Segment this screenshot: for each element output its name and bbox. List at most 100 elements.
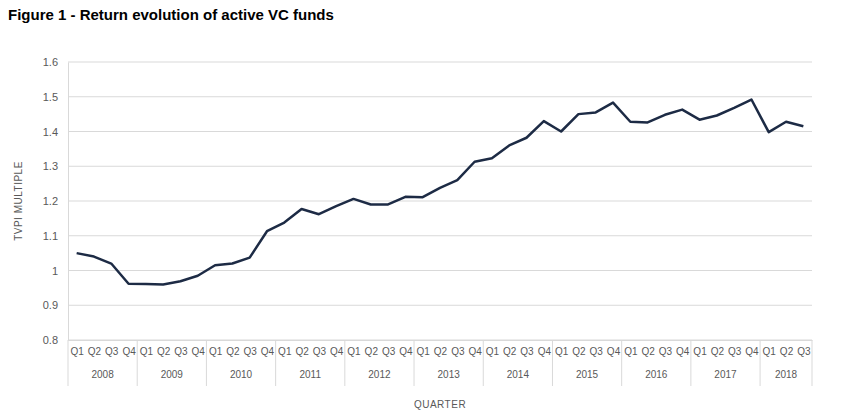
x-tick: Q2 [365,340,379,357]
x-tick: Q4 [538,340,552,357]
y-tick-label: 1.1 [43,230,58,242]
x-tick-label: Q3 [382,346,396,357]
x-tick: Q1 [555,340,569,357]
x-tick-label: Q4 [330,346,344,357]
x-groups: 2008200920102011201220132014201520162017… [68,340,812,386]
x-tick-label: Q1 [763,346,777,357]
x-tick: Q1 [417,340,431,357]
x-tick-label: Q1 [417,346,431,357]
x-tick: Q4 [676,340,690,357]
y-tick-label: 1.5 [43,91,58,103]
y-tick: 1 [52,265,68,277]
x-tick: Q2 [503,340,517,357]
x-tick-label: Q2 [711,346,725,357]
x-tick: Q2 [572,340,586,357]
x-tick: Q2 [641,340,655,357]
group-separator [621,340,622,386]
group-separator [414,340,415,386]
data-line [77,100,804,285]
x-group-label: 2013 [438,369,461,380]
x-tick: Q3 [244,340,258,357]
x-tick-label: Q2 [365,346,379,357]
plot-area [77,100,804,285]
x-tick-label: Q1 [140,346,154,357]
x-group-label: 2008 [91,369,114,380]
group-separator [344,340,345,386]
grid-line [68,340,812,341]
grid-line [68,270,812,271]
x-tick: Q4 [192,340,206,357]
x-tick-label: Q1 [347,346,361,357]
y-tick-label: 0.8 [43,334,58,346]
x-tick: Q3 [313,340,327,357]
grid-line [68,62,812,63]
group-separator [552,340,553,386]
x-group-label: 2010 [230,369,253,380]
x-tick: Q2 [157,340,171,357]
x-tick-label: Q3 [797,346,811,357]
x-tick: Q3 [728,340,742,357]
x-group-label: 2018 [775,369,798,380]
x-group-label: 2009 [161,369,184,380]
x-tick: Q3 [797,340,811,357]
x-tick: Q1 [486,340,500,357]
x-tick: Q4 [745,340,759,357]
x-tick: Q3 [451,340,465,357]
x-axis: Q1Q2Q3Q4Q1Q2Q3Q4Q1Q2Q3Q4Q1Q2Q3Q4Q1Q2Q3Q4… [69,340,813,357]
x-tick-label: Q1 [209,346,223,357]
x-tick: Q2 [88,340,102,357]
x-tick: Q2 [434,340,448,357]
x-tick: Q1 [70,340,84,357]
x-tick-label: Q3 [105,346,119,357]
x-tick: Q3 [520,340,534,357]
x-tick-label: Q2 [434,346,448,357]
x-tick: Q4 [399,340,413,357]
x-tick-label: Q3 [313,346,327,357]
group-separator [275,340,276,386]
y-tick-label: 1.6 [43,56,58,68]
y-tick-label: 1.2 [43,195,58,207]
group-separator [483,340,484,386]
y-axis-title: TVPI MULTIPLE [13,161,24,241]
y-tick-label: 1 [52,265,58,277]
y-tick-label: 1.4 [43,126,58,138]
group-separator [137,340,138,386]
x-tick: Q3 [174,340,188,357]
x-tick: Q4 [330,340,344,357]
x-tick-label: Q3 [590,346,604,357]
x-tick-label: Q2 [780,346,794,357]
x-tick-label: Q4 [468,346,482,357]
y-tick: 1.5 [43,91,68,103]
x-tick-label: Q2 [503,346,517,357]
x-tick: Q2 [295,340,309,357]
x-group-label: 2014 [507,369,530,380]
x-tick-label: Q4 [261,346,275,357]
x-tick-label: Q1 [278,346,292,357]
x-tick: Q1 [278,340,292,357]
x-tick-label: Q4 [399,346,413,357]
group-separator [812,340,813,386]
x-group-label: 2012 [368,369,391,380]
x-tick-label: Q3 [451,346,465,357]
x-axis-line [69,340,813,341]
x-tick: Q4 [607,340,621,357]
x-tick-label: Q2 [157,346,171,357]
x-tick: Q4 [122,340,136,357]
y-axis: 0.8 0.9 1 1.1 1.2 1.3 1.4 1.5 1.6 [43,56,69,346]
x-tick-label: Q4 [745,346,759,357]
y-tick: 0.9 [43,299,68,311]
x-tick: Q3 [105,340,119,357]
grid-line [68,235,812,236]
y-tick-label: 1.3 [43,160,58,172]
grid [68,62,812,340]
y-tick: 1.4 [43,126,68,138]
x-tick: Q1 [140,340,154,357]
x-tick-label: Q1 [555,346,569,357]
x-tick-label: Q2 [572,346,586,357]
x-tick-label: Q1 [486,346,500,357]
y-axis-line [68,63,69,341]
chart: Figure 1 - Return evolution of active VC… [0,0,841,415]
x-tick-label: Q3 [728,346,742,357]
y-tick: 1.1 [43,230,68,242]
x-tick: Q3 [659,340,673,357]
